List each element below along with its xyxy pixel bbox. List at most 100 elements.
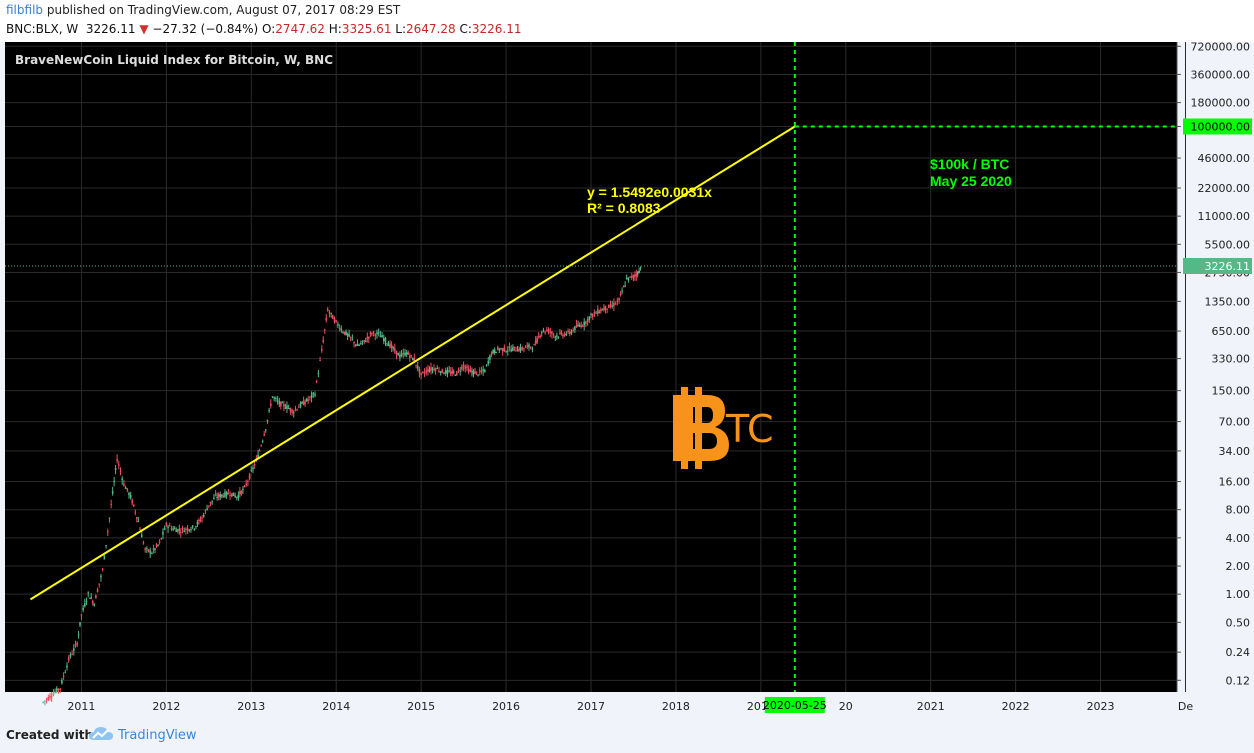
candle-body <box>134 511 137 513</box>
price-chart[interactable]: 0.12 0.24 0.50 1.00 2.00 4.00 8.00 16.00 34.00 70… <box>5 40 1254 717</box>
candle-body <box>611 305 614 307</box>
candle-body <box>379 335 382 338</box>
candle-body <box>500 348 502 350</box>
candle-body <box>322 340 325 343</box>
candle-body <box>76 642 78 646</box>
candle-body <box>270 403 272 407</box>
candle-body <box>408 356 411 359</box>
target-date-badge-label: 2020-05-25 <box>763 699 827 712</box>
candle-body <box>199 520 202 522</box>
candle-body <box>121 478 123 481</box>
candle-body <box>552 334 555 336</box>
candle-body <box>149 550 152 554</box>
candle-body <box>191 525 194 528</box>
candle-body <box>354 344 357 346</box>
candle-body <box>173 528 176 530</box>
candle-body <box>399 354 401 358</box>
candle-body <box>549 331 552 333</box>
candle-body <box>154 548 156 550</box>
x-tick-label: 2023 <box>1087 700 1115 713</box>
candle-body <box>185 528 187 530</box>
candle-body <box>356 344 359 346</box>
footer: Created with TradingView <box>0 717 1254 753</box>
candle-body <box>462 364 465 367</box>
y-tick-label: 1350.00 <box>1205 295 1251 308</box>
candle-body <box>422 371 424 373</box>
candle-body <box>528 344 530 348</box>
candle-body <box>540 332 543 334</box>
candle-body <box>77 634 80 636</box>
candle-body <box>443 373 445 375</box>
candle-body <box>559 332 561 334</box>
y-tick-label: 2.00 <box>1226 560 1251 573</box>
candle-body <box>395 350 398 355</box>
candle-body <box>636 271 639 275</box>
candle-body <box>225 491 228 496</box>
candle-body <box>513 346 516 348</box>
candle-body <box>537 336 540 338</box>
candle-body <box>152 548 155 550</box>
candle-body <box>142 542 145 544</box>
candle-body <box>129 494 132 498</box>
candle-body <box>195 526 197 528</box>
candle-body <box>523 348 525 350</box>
candle-body <box>328 312 331 314</box>
y-tick-label: 5500.00 <box>1205 238 1251 251</box>
candle-body <box>372 331 375 333</box>
y-tick-label: 16.00 <box>1219 476 1251 489</box>
candle-body <box>415 364 417 366</box>
candle-body <box>315 381 318 383</box>
candle-body <box>583 321 586 326</box>
last-price: 3226.11 <box>85 22 136 36</box>
candle-body <box>418 369 421 374</box>
publish-info: published on TradingView.com, August 07,… <box>43 3 401 17</box>
candle-body <box>335 320 338 322</box>
candle-body <box>167 526 169 529</box>
candle-body <box>428 370 431 372</box>
created-with-label: Created with <box>6 728 94 742</box>
candle-body <box>296 409 298 411</box>
candle-body <box>292 412 295 414</box>
candle-body <box>224 492 226 497</box>
candle-body <box>181 528 184 530</box>
candle-body <box>261 440 264 442</box>
tradingview-link[interactable]: TradingView <box>118 728 197 743</box>
candle-body <box>632 274 635 278</box>
chart-area[interactable]: 0.12 0.24 0.50 1.00 2.00 4.00 8.00 16.00 34.00 70… <box>5 40 1254 717</box>
candle-body <box>103 555 106 560</box>
candle-body <box>111 491 114 494</box>
candle-body <box>332 315 334 320</box>
candle-body <box>312 392 315 395</box>
candle-body <box>630 275 633 278</box>
candle-body <box>467 368 470 373</box>
author-link[interactable]: filbfilb <box>6 3 44 17</box>
candle-body <box>596 309 599 314</box>
candle-body <box>374 334 377 336</box>
candle-body <box>471 371 473 373</box>
candle-body <box>310 394 313 398</box>
candle-body <box>586 319 589 322</box>
candle-body <box>50 696 53 698</box>
candle-body <box>600 309 602 312</box>
candle-body <box>629 276 631 278</box>
candle-body <box>475 371 478 373</box>
y-tick-label: 330.00 <box>1212 353 1251 366</box>
price-axis-background <box>1177 42 1254 717</box>
candle-body <box>299 402 302 407</box>
candle-body <box>287 407 290 409</box>
candle-body <box>284 407 287 409</box>
candle-body <box>496 347 499 350</box>
candle-body <box>485 364 488 366</box>
candle-body <box>180 532 182 534</box>
candle-body <box>90 597 93 599</box>
candle-body <box>47 697 50 700</box>
candle-body <box>84 603 86 607</box>
candle-body <box>360 343 362 345</box>
candle-body <box>581 325 584 327</box>
candle-body <box>595 312 597 314</box>
candle-body <box>289 408 292 411</box>
candle-body <box>431 368 434 370</box>
y-tick-label: 150.00 <box>1212 385 1251 398</box>
candle-body <box>638 270 640 274</box>
candle-body <box>106 531 109 533</box>
